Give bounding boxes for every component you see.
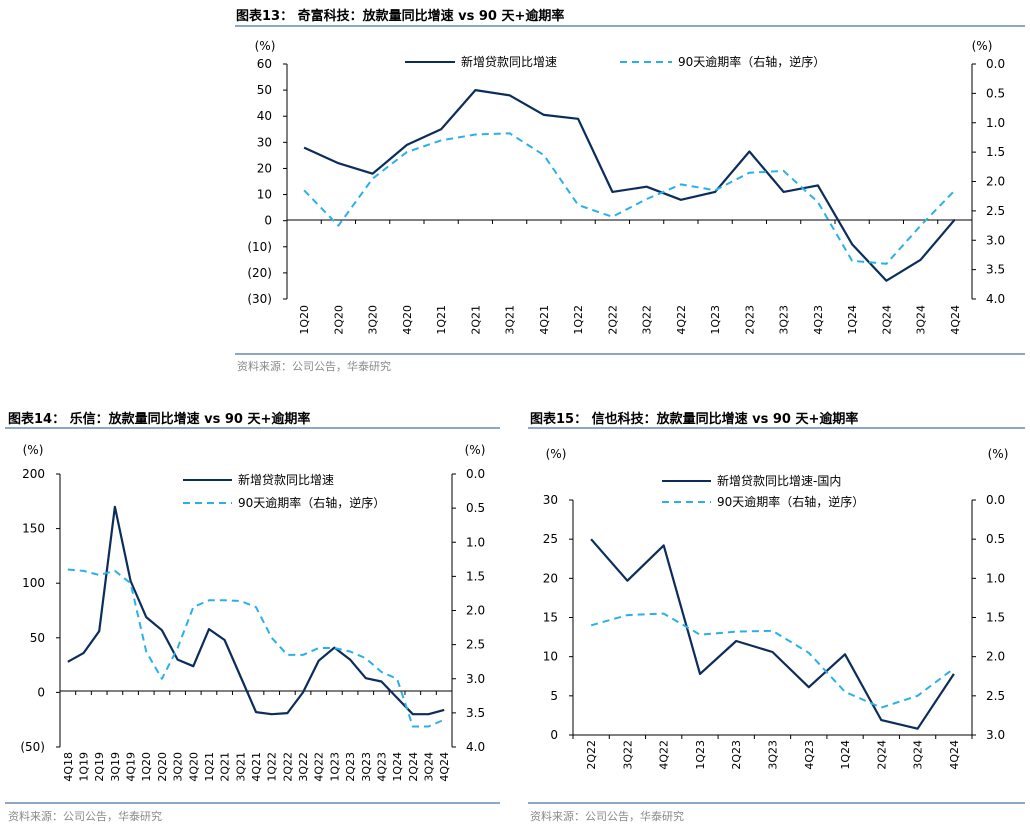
fig13-right-tick-label: 4.0 [986,292,1005,306]
fig13-right-tick-label: 0.5 [986,86,1005,100]
fig13-right-tick-label: 2.5 [986,204,1005,218]
fig13-category-label: 4Q20 [401,305,414,335]
fig13-category-label: 4Q23 [812,305,825,335]
fig13-right-tick-label: 3.5 [986,263,1005,277]
fig13-left-tick-label: 40 [257,109,272,123]
fig13-category-label: 1Q20 [298,305,311,335]
fig13-right-unit: (%) [972,39,993,53]
fig13-category-label: 4Q22 [675,305,688,335]
fig13-left-tick-label: 10 [257,188,272,202]
fig13-category-label: 4Q24 [949,305,962,335]
fig13-right-tick-label: 0.0 [986,57,1005,71]
fig13-legend-label: 新增贷款同比增速 [461,54,557,69]
fig13-left-tick-label: (10) [247,240,272,254]
fig13-left-tick-label: 0 [264,214,272,228]
fig13-left-tick-label: 50 [257,83,272,97]
fig13-category-label: 4Q21 [538,305,551,335]
fig13-category-label: 1Q21 [435,305,448,335]
fig13-left-tick-label: (30) [247,292,272,306]
fig13-left-unit: (%) [255,39,276,53]
fig13-right-tick-label: 1.5 [986,145,1005,159]
fig13-legend-label: 90天逾期率（右轴，逆序） [678,54,825,69]
fig13-category-label: 3Q23 [778,305,791,335]
fig13-left-tick-label: (20) [247,266,272,280]
fig13-right-tick-label: 2.0 [986,175,1005,189]
fig13-category-label: 3Q20 [367,305,380,335]
fig13-category-label: 3Q24 [915,305,928,335]
figure-14-title: 图表14： 乐信：放款量同比增速 vs 90 天+逾期率 [8,412,311,427]
fig13-category-label: 1Q24 [846,305,859,335]
fig13-category-label: 3Q21 [504,305,517,335]
fig13-category-label: 1Q23 [709,305,722,335]
fig13-category-label: 2Q24 [880,305,893,335]
fig13-category-label: 2Q23 [743,305,756,335]
fig13-category-label: 1Q22 [572,305,585,335]
fig13-category-label: 3Q22 [641,305,654,335]
fig13-left-tick-label: 60 [257,57,272,71]
figure-15-source: 资料来源：公司公告，华泰研究 [530,810,684,823]
figure-15-title: 图表15： 信也科技：放款量同比增速 vs 90 天+逾期率 [530,412,859,427]
fig13-category-label: 2Q22 [606,305,619,335]
fig13-left-tick-label: 30 [257,135,272,149]
fig13-left-tick-label: 20 [257,161,272,175]
fig13-category-label: 2Q21 [469,305,482,335]
fig13-right-tick-label: 1.0 [986,116,1005,130]
fig13-category-label: 2Q20 [332,305,345,335]
figure-14-source: 资料来源：公司公告，华泰研究 [8,810,162,823]
fig13-right-tick-label: 3.0 [986,233,1005,247]
figure-13-source: 资料来源：公司公告，华泰研究 [237,360,391,373]
fig13-series-line-overdue-rate [303,132,956,265]
figure-13-title: 图表13： 奇富科技：放款量同比增速 vs 90 天+逾期率 [236,9,565,24]
fig13-series-line-loan-growth [303,88,956,282]
